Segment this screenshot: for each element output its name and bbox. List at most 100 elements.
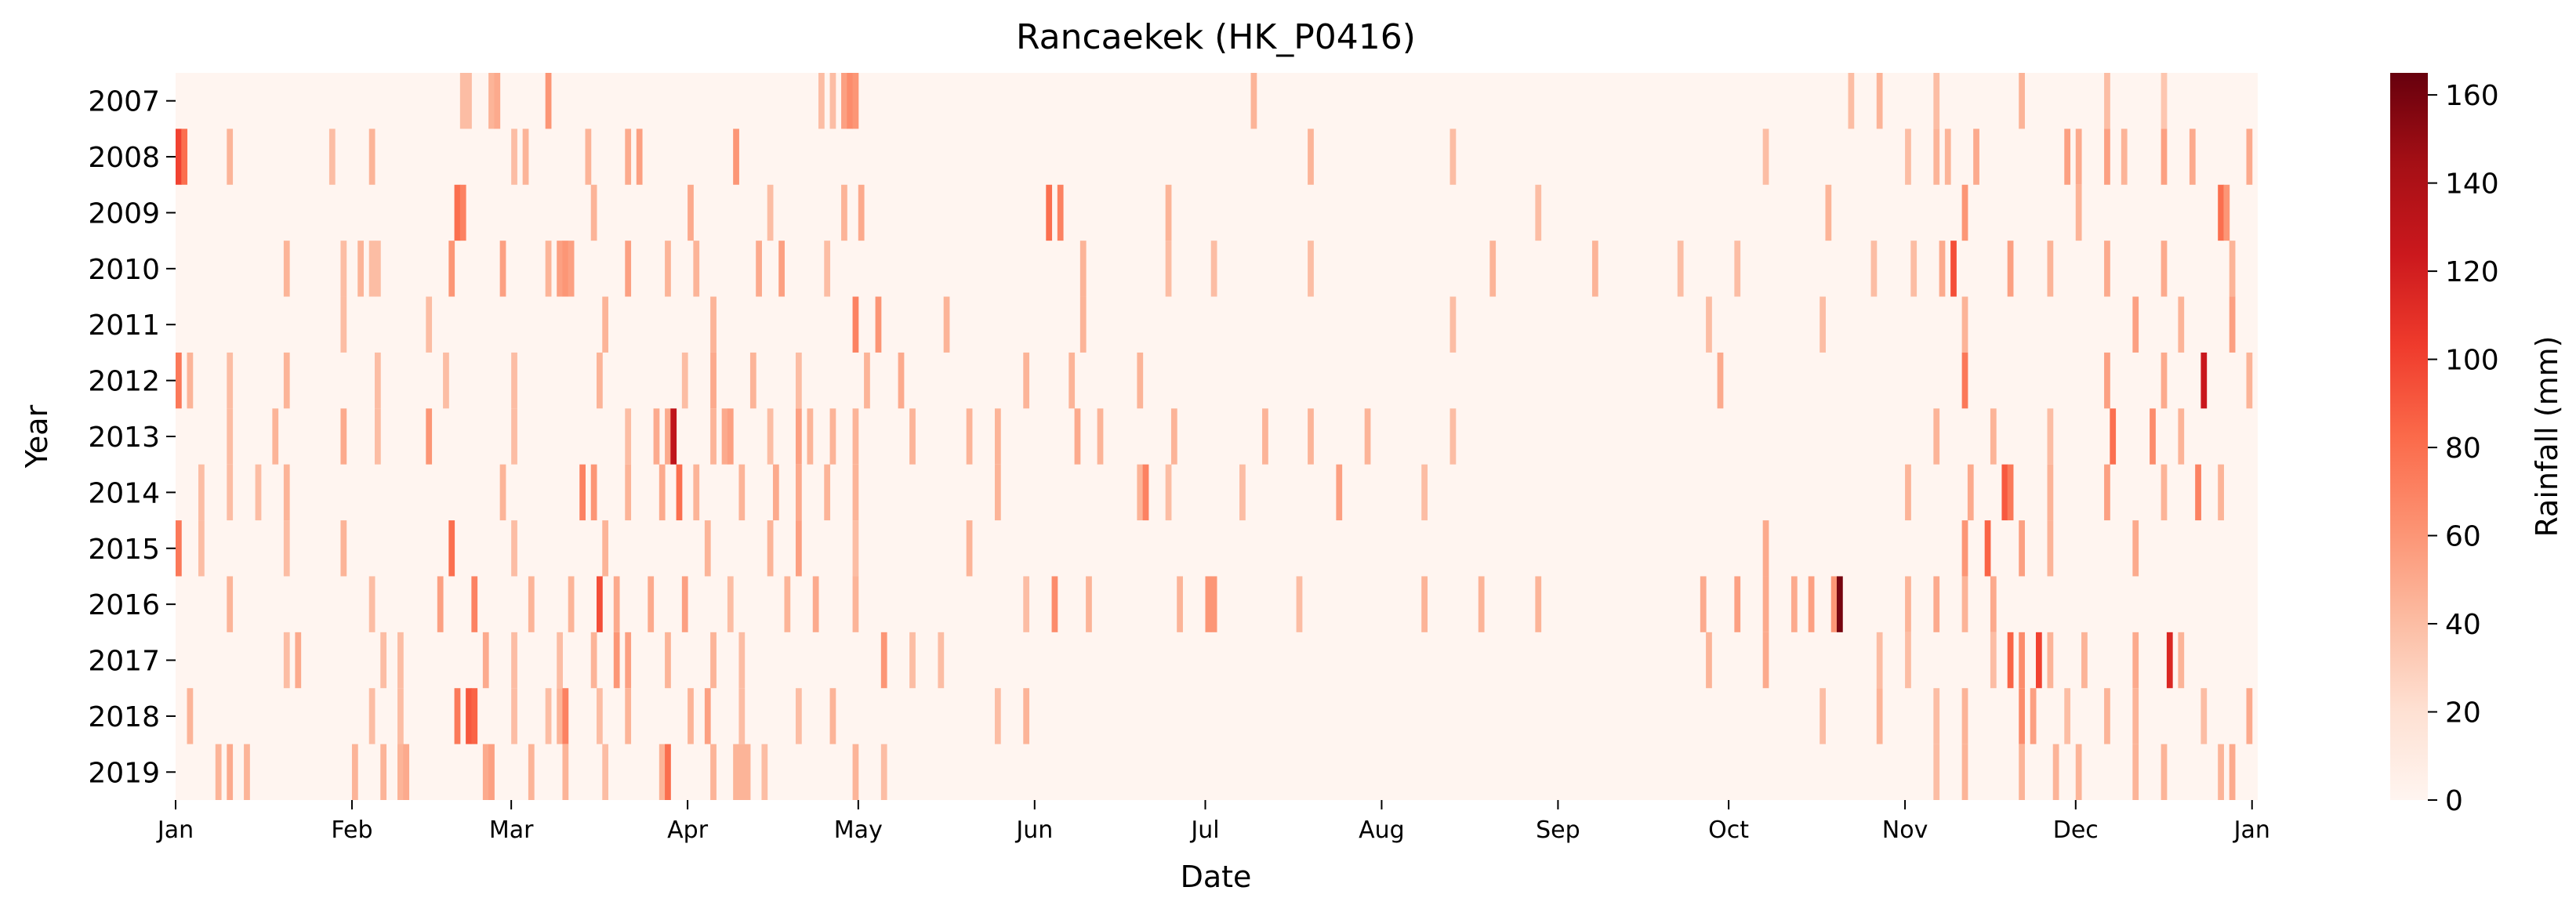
heatmap-cell (1097, 408, 1104, 465)
colorbar-tick-label: 140 (2445, 168, 2499, 201)
heatmap-row-2012 (176, 352, 2253, 409)
heatmap-cell (499, 464, 506, 521)
heatmap-cell (1023, 688, 1030, 744)
heatmap-cell (1791, 576, 1798, 632)
heatmap-cell (818, 73, 825, 129)
heatmap-cell (340, 241, 347, 297)
heatmap-cell (602, 744, 609, 800)
heatmap-cell (597, 688, 603, 744)
heatmap-cell (665, 241, 671, 297)
heatmap-cell (511, 688, 517, 744)
heatmap-cell (227, 129, 234, 185)
heatmap-cell (2007, 632, 2014, 689)
heatmap-cell (829, 408, 836, 465)
heatmap-cell (602, 296, 609, 353)
heatmap-cell (767, 408, 774, 465)
heatmap-row-2014 (198, 464, 2224, 521)
heatmap-cell (2035, 632, 2042, 689)
heatmap-cell (590, 632, 597, 689)
heatmap-cell (2047, 520, 2054, 577)
chart-title: Rancaekek (HK_P0416) (1016, 17, 1416, 57)
heatmap-cell (1137, 352, 1144, 409)
colorbar-tick-label: 120 (2445, 256, 2499, 288)
colorbar-label: Rainfall (mm) (2530, 335, 2564, 537)
heatmap-cell (1905, 129, 1911, 185)
heatmap-cell (2007, 464, 2014, 521)
heatmap-cell (351, 744, 358, 800)
heatmap-cell (829, 688, 836, 744)
heatmap-cell (772, 464, 779, 521)
heatmap-cell (829, 73, 836, 129)
heatmap-cell (340, 408, 347, 465)
heatmap-cell (176, 352, 182, 409)
heatmap-cell (1990, 408, 1997, 465)
heatmap-cell (2150, 408, 2156, 465)
heatmap-cell (1336, 464, 1343, 521)
heatmap-cell (665, 744, 671, 800)
heatmap-cell (1910, 241, 1917, 297)
y-tick-label: 2007 (88, 86, 160, 118)
heatmap-cell (471, 688, 478, 744)
heatmap-cell (1905, 632, 1911, 689)
heatmap-cell (488, 73, 495, 129)
heatmap-row-2009 (454, 184, 2230, 241)
heatmap-cell (2195, 464, 2201, 521)
heatmap-cell (676, 464, 683, 521)
heatmap-cell (613, 576, 620, 632)
x-tick-label: Aug (1359, 816, 1405, 844)
heatmap-cell (727, 576, 734, 632)
heatmap-cell (397, 688, 404, 744)
heatmap-cell (2229, 744, 2236, 800)
heatmap-cell (1870, 241, 1878, 297)
heatmap-cell (2019, 520, 2025, 577)
heatmap-cell (198, 520, 205, 577)
heatmap-cell (880, 744, 887, 800)
heatmap-row-2008 (176, 129, 2253, 185)
heatmap-cell (625, 632, 632, 689)
heatmap-cell (1177, 576, 1183, 632)
heatmap-row-2016 (227, 576, 1997, 632)
colorbar-tick-label: 100 (2445, 345, 2499, 377)
heatmap-cell (511, 632, 517, 689)
heatmap-cell (2047, 464, 2054, 521)
heatmap-cell (795, 520, 802, 577)
heatmap-cell (824, 241, 831, 297)
heatmap-cell (2075, 744, 2082, 800)
heatmap-cell (795, 408, 802, 465)
heatmap-cell (659, 464, 666, 521)
heatmap-cell (522, 129, 529, 185)
heatmap-cell (795, 688, 802, 744)
heatmap-cell (625, 129, 632, 185)
heatmap-cell (1933, 744, 1940, 800)
heatmap-cell (1057, 184, 1064, 241)
heatmap-cell (2200, 688, 2208, 744)
heatmap-cell (1142, 464, 1149, 521)
heatmap-cell (511, 408, 517, 465)
heatmap-cell (1262, 408, 1268, 465)
heatmap-cell (2052, 744, 2059, 800)
heatmap-cell (807, 408, 814, 465)
heatmap-cell (2104, 241, 2110, 297)
heatmap-cell (499, 241, 506, 297)
heatmap-cell (1046, 184, 1053, 241)
heatmap-cell (1820, 296, 1826, 353)
heatmap-cell (466, 73, 472, 129)
heatmap-cell (1079, 241, 1087, 297)
colorbar (2390, 73, 2428, 800)
heatmap-cell (898, 352, 905, 409)
heatmap-cell (795, 352, 802, 409)
colorbar-tick-label: 60 (2445, 521, 2481, 553)
heatmap-cell (994, 464, 1001, 521)
heatmap-cell (227, 408, 234, 465)
heatmap-cell (1961, 184, 1968, 241)
heatmap-cell (585, 129, 592, 185)
heatmap-cell (1967, 464, 1974, 521)
heatmap-cell (602, 520, 609, 577)
y-tick-label: 2013 (88, 422, 160, 454)
heatmap-cell (482, 632, 489, 689)
heatmap-cell (1876, 73, 1883, 129)
heatmap-cell (1734, 576, 1741, 632)
heatmap-cell (909, 408, 916, 465)
colorbar-ticks: 0 20 40 60 80 100 120 140 160 (2428, 80, 2499, 817)
heatmap-cell (511, 129, 517, 185)
